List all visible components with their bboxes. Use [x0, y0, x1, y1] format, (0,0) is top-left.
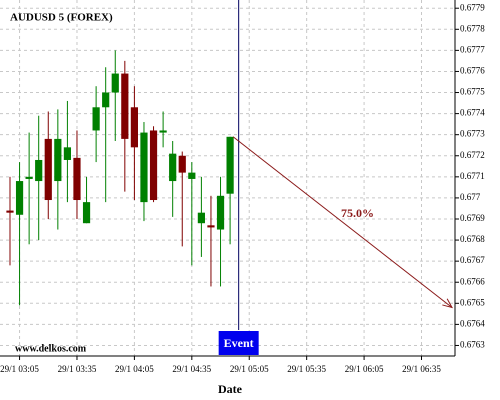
forecast-arrow: [232, 136, 453, 308]
candle-body: [102, 92, 110, 108]
candle-body: [197, 212, 205, 224]
y-tick-label: 0.6771: [460, 171, 485, 181]
candle-body: [130, 107, 138, 148]
candle-body: [188, 172, 196, 179]
x-tick-label: 29/1 06:35: [402, 364, 441, 374]
arrow-head: [442, 298, 454, 309]
forecast-label: 75.0%: [341, 206, 374, 220]
y-tick-label: 0.6776: [460, 66, 485, 76]
candle-body: [6, 210, 14, 213]
x-tick-label: 29/1 04:35: [172, 364, 211, 374]
y-tick-label: 0.677: [460, 192, 481, 202]
event-label: Event: [224, 336, 254, 350]
y-tick-label: 0.6778: [460, 23, 485, 33]
y-tick-label: 0.6769: [460, 213, 485, 223]
candle-body: [63, 147, 72, 160]
x-tick-label: 29/1 05:05: [230, 364, 269, 374]
y-tick-label: 0.6777: [460, 44, 485, 54]
candle-body: [226, 136, 234, 194]
candle-body: [54, 138, 62, 182]
x-tick-label: 29/1 04:05: [115, 364, 154, 374]
candle-body: [216, 195, 225, 230]
candle-body: [207, 225, 215, 228]
candle-body: [44, 138, 52, 201]
y-tick-label: 0.6764: [460, 318, 485, 328]
candle-body: [73, 157, 81, 201]
candle-body: [35, 159, 43, 182]
y-tick-label: 0.6774: [460, 108, 485, 118]
event-box: [218, 331, 259, 355]
candle-body: [121, 73, 129, 139]
y-tick-label: 0.6765: [460, 297, 485, 307]
candle-body: [169, 153, 177, 182]
grid: [0, 0, 455, 356]
candle-body: [140, 132, 148, 203]
candle-body: [111, 73, 119, 93]
candle-body: [25, 176, 33, 179]
plot: [6, 50, 234, 306]
y-tick-label: 0.6767: [460, 255, 485, 265]
candle-body: [159, 130, 167, 133]
y-tick-label: 0.6779: [460, 2, 485, 12]
y-tick-label: 0.6768: [460, 234, 485, 244]
candle-body: [82, 202, 91, 224]
y-tick-label: 0.6763: [460, 340, 485, 350]
candle-body: [178, 155, 186, 173]
y-tick-label: 0.6773: [460, 129, 485, 139]
candle-body: [92, 107, 100, 131]
candle-body: [149, 130, 158, 201]
candle-body: [15, 181, 24, 215]
y-tick-label: 0.6772: [460, 150, 485, 160]
watermark: www.delkos.com: [15, 343, 87, 354]
x-tick-label: 29/1 03:35: [58, 364, 97, 374]
x-tick-label: 29/1 05:35: [287, 364, 326, 374]
y-tick-label: 0.6775: [460, 87, 485, 97]
chart-title: AUDUSD 5 (FOREX): [10, 12, 113, 24]
x-tick-label: 29/1 06:05: [345, 364, 384, 374]
x-tick-label: 29/1 03:05: [0, 364, 39, 374]
x-axis-title: Date: [218, 382, 243, 396]
y-tick-label: 0.6766: [460, 276, 485, 286]
